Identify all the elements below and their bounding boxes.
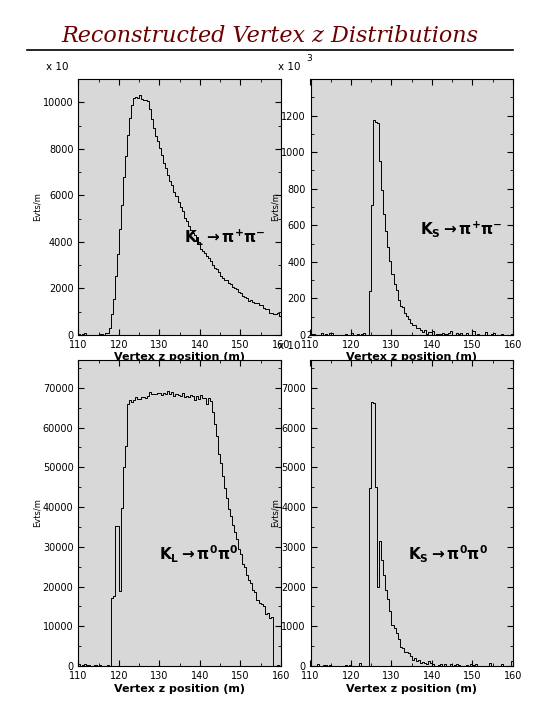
Text: $\mathbf{K_{S}}\mathbf{\rightarrow}$$\mathbf{\pi^{0}\pi^{0}}$: $\mathbf{K_{S}}\mathbf{\rightarrow}$$\ma… xyxy=(408,544,488,565)
X-axis label: Vertex z position (m): Vertex z position (m) xyxy=(114,683,245,693)
Text: $\mathbf{K_{S}}\mathbf{\rightarrow}$$\mathbf{\pi^{+}\pi^{-}}$: $\mathbf{K_{S}}\mathbf{\rightarrow}$$\ma… xyxy=(420,219,502,239)
X-axis label: Vertex z position (m): Vertex z position (m) xyxy=(114,352,245,362)
Y-axis label: Evts/m: Evts/m xyxy=(271,192,280,222)
Text: x 10: x 10 xyxy=(278,61,301,71)
Text: 2: 2 xyxy=(307,331,312,340)
X-axis label: Vertex z position (m): Vertex z position (m) xyxy=(346,683,477,693)
Text: $\mathbf{K_{L}}\mathbf{\rightarrow}$$\mathbf{\pi^{0}\pi^{0}}$: $\mathbf{K_{L}}\mathbf{\rightarrow}$$\ma… xyxy=(159,544,239,565)
Y-axis label: Evts/m: Evts/m xyxy=(271,498,280,528)
Text: 3: 3 xyxy=(307,53,312,63)
Y-axis label: Evts/m: Evts/m xyxy=(32,498,41,528)
Text: Reconstructed Vertex z Distributions: Reconstructed Vertex z Distributions xyxy=(62,25,478,48)
Text: x 10: x 10 xyxy=(278,341,301,351)
Y-axis label: Evts/m: Evts/m xyxy=(32,192,42,222)
Text: x 10: x 10 xyxy=(46,61,69,71)
Text: $\mathbf{K_{L}}\mathbf{\rightarrow}$$\mathbf{\pi^{+}\pi^{-}}$: $\mathbf{K_{L}}\mathbf{\rightarrow}$$\ma… xyxy=(184,228,265,247)
X-axis label: Vertex z position (m): Vertex z position (m) xyxy=(346,352,477,362)
